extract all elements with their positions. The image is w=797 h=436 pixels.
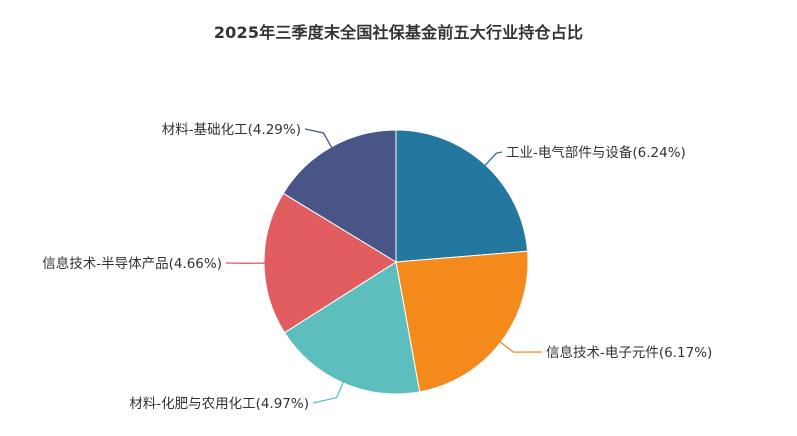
leader-line-5 [304,128,333,149]
leader-line-1 [484,151,503,167]
chart-title: 2025年三季度末全国社保基金前五大行业持仓占比 [213,23,584,42]
leader-line-2 [499,341,543,353]
slice-label-3: 材料-化肥与农用化工(4.97%) [129,396,309,412]
slice-label-2: 信息技术-电子元件(6.17%) [546,344,712,361]
slice-label-5: 材料-基础化工(4.29%) [162,121,301,138]
leader-line-3 [312,381,344,404]
pie-slices [263,129,529,395]
slice-label-4: 信息技术-半导体产品(4.66%) [42,255,222,272]
slice-label-1: 工业-电气部件与设备(6.24%) [506,144,686,161]
pie-labels: 工业-电气部件与设备(6.24%) 信息技术-电子元件(6.17%) 材料-化肥与农… [42,121,712,412]
